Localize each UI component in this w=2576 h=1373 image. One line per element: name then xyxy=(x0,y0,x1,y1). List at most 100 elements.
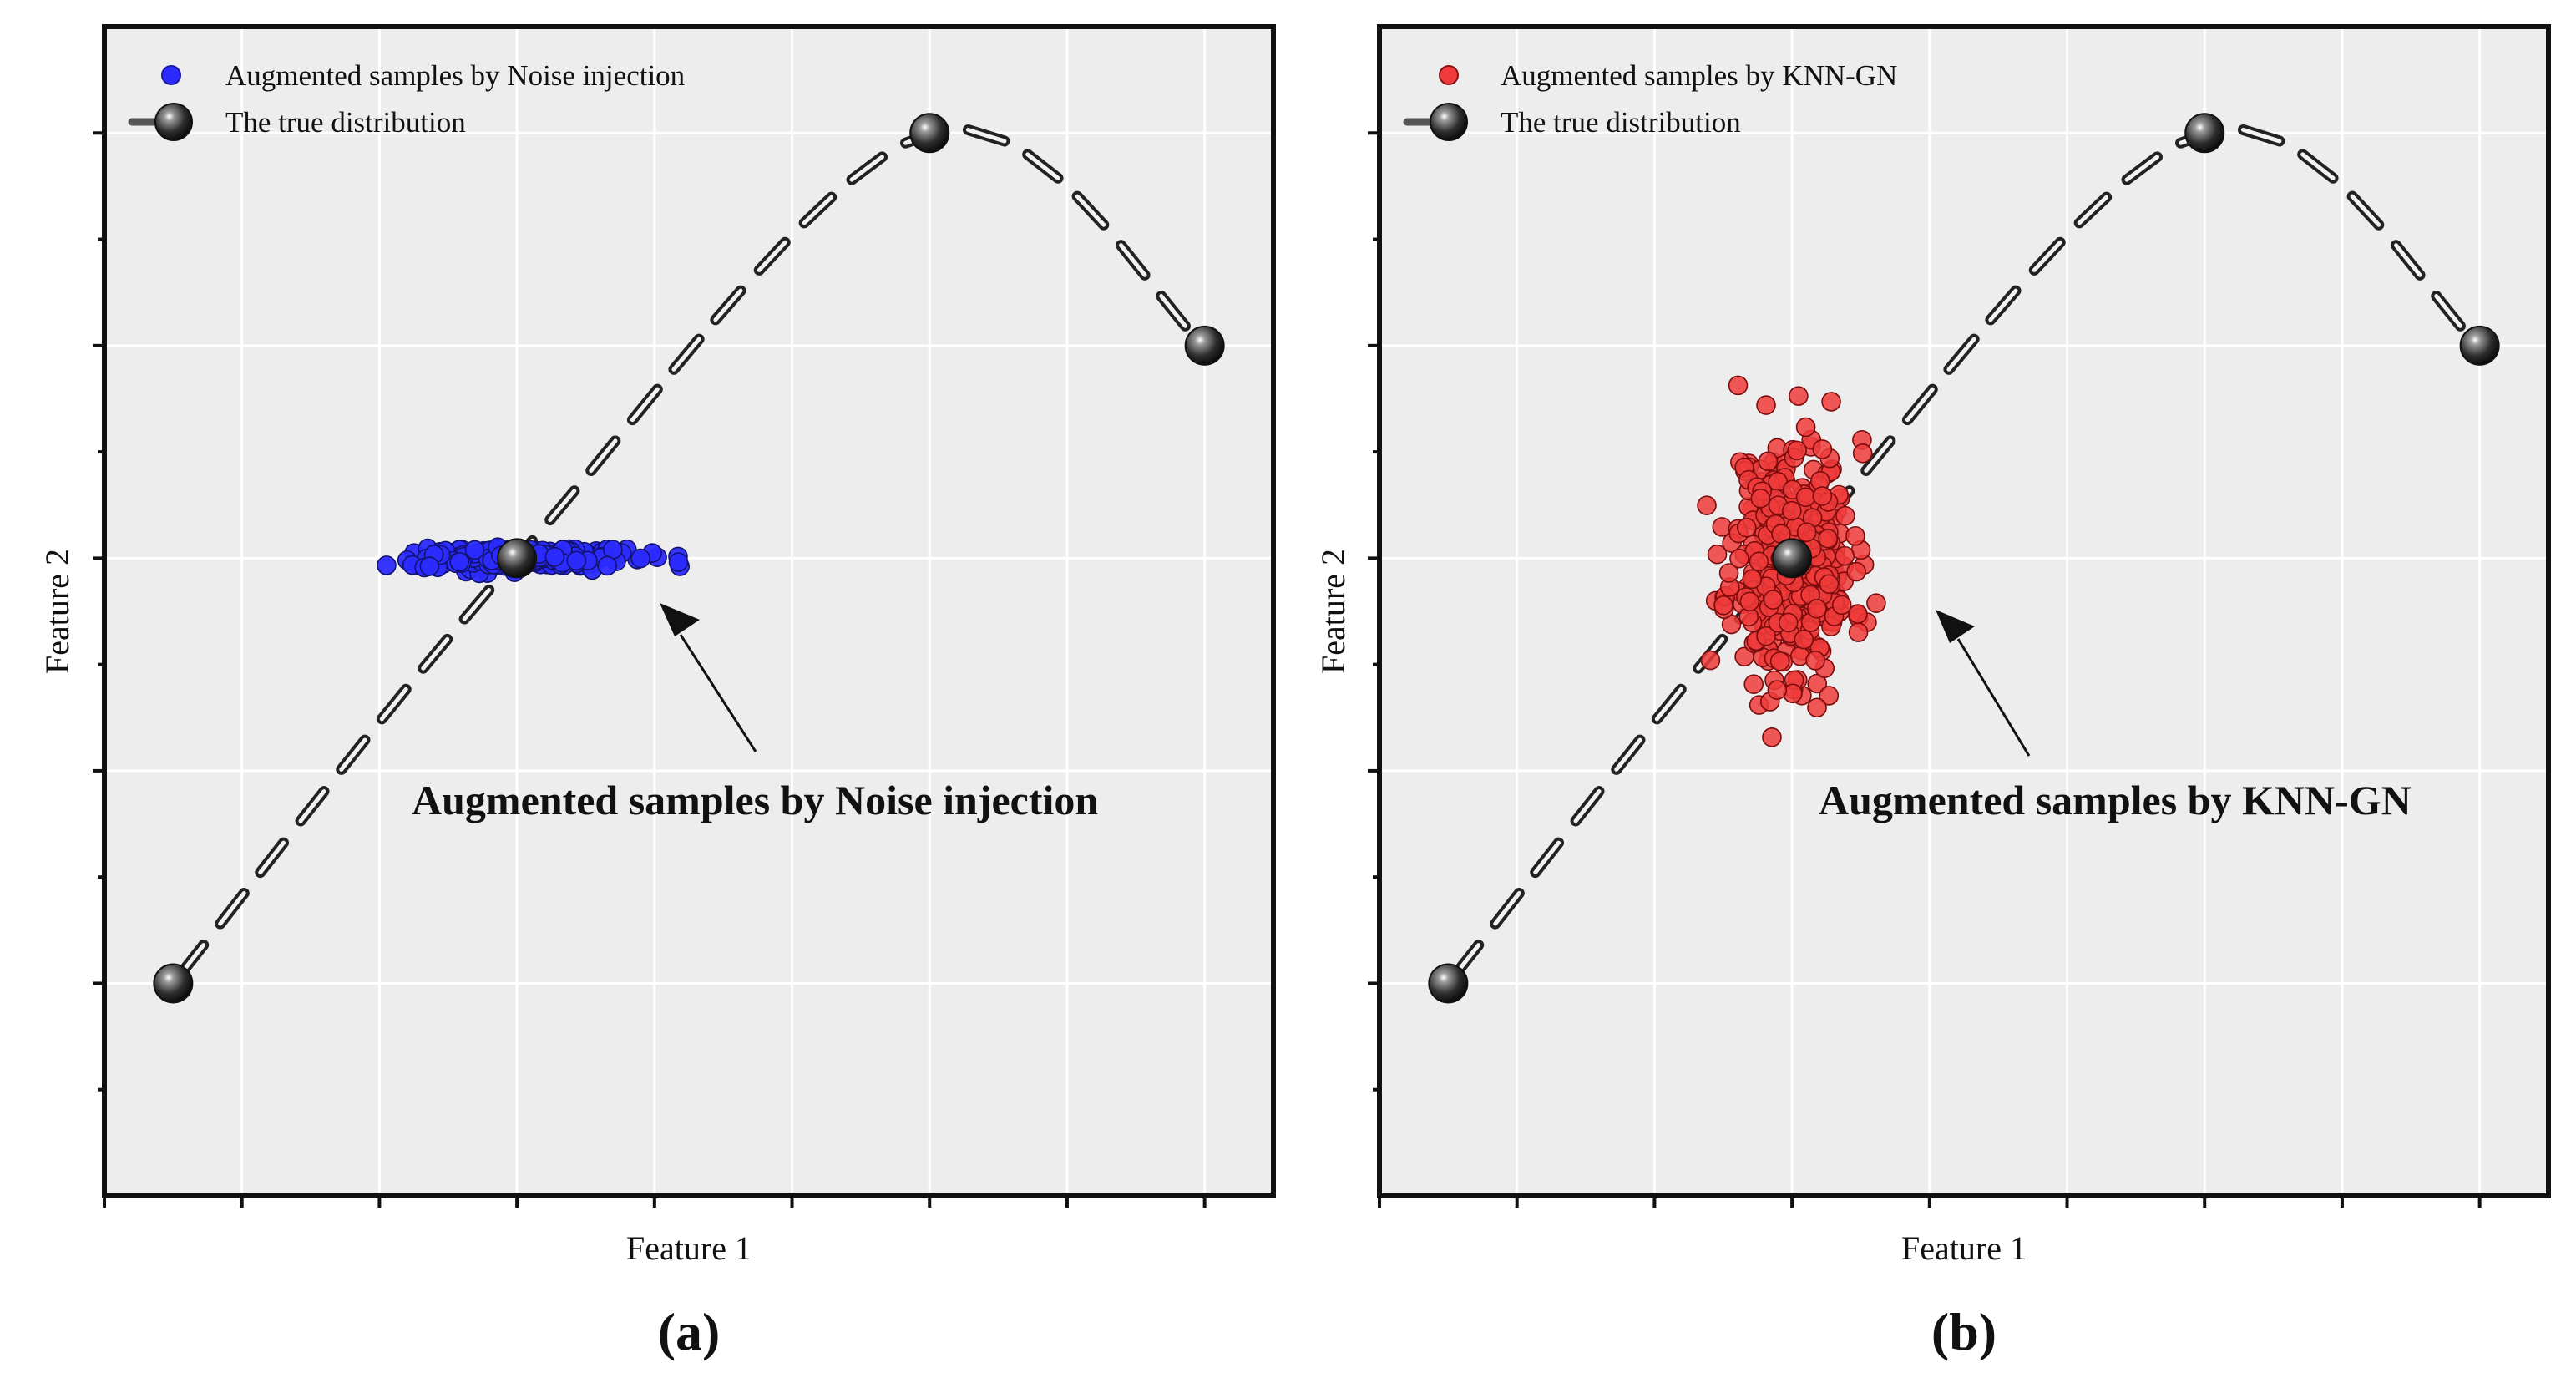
true-curve-dash xyxy=(1159,294,1187,328)
true-curve-dash xyxy=(1533,840,1561,875)
augmented-point xyxy=(1789,386,1809,406)
augmented-point xyxy=(1866,593,1886,613)
legend-b-ball-marker-icon xyxy=(1430,103,1468,141)
augmented-point xyxy=(464,540,485,560)
augmented-point xyxy=(1739,591,1760,612)
augmented-point xyxy=(1835,505,1855,526)
legend-b-augmented-label: Augmented samples by KNN-GN xyxy=(1501,59,1897,92)
true-curve-dash xyxy=(1573,789,1602,823)
augmented-point xyxy=(1697,495,1717,515)
augmented-point xyxy=(1729,548,1749,569)
panel-a-true-curve xyxy=(174,124,1191,981)
augmented-point xyxy=(1700,650,1721,671)
panel-a-annotation: Augmented samples by Noise injection xyxy=(412,603,1098,823)
true-curve-dash xyxy=(713,288,743,322)
true-curve-dash xyxy=(1025,152,1060,180)
augmented-point xyxy=(1707,544,1728,565)
panel-a: Augmented samples by Noise injection The… xyxy=(38,24,1276,1361)
true-curve-dash xyxy=(2300,152,2336,180)
panel-a-legend: Augmented samples by Noise injection The… xyxy=(128,59,685,141)
true-distribution-point xyxy=(1428,963,1469,1004)
annotation-a-arrowhead-icon xyxy=(660,603,700,636)
augmented-point xyxy=(1846,561,1866,582)
augmented-point xyxy=(1848,622,1869,642)
true-curve-dash xyxy=(2077,195,2109,225)
augmented-point xyxy=(1763,590,1784,610)
legend-a-ball-marker-icon xyxy=(154,103,193,141)
panel-b-true-markers xyxy=(1428,113,2500,1004)
true-curve-dash xyxy=(1654,686,1683,722)
panel-a-ticks xyxy=(93,131,1207,1208)
augmented-point xyxy=(1831,595,1852,616)
augmented-point xyxy=(1852,443,1873,464)
true-curve-dash xyxy=(965,128,1007,144)
true-curve-dash xyxy=(802,195,834,225)
augmented-point xyxy=(1787,440,1807,461)
legend-a-augmented-label: Augmented samples by Noise injection xyxy=(225,59,685,92)
augmented-point xyxy=(1812,439,1833,459)
panel-a-background xyxy=(102,24,1276,1198)
augmented-point xyxy=(1795,487,1816,508)
panel-b-xlabel: Feature 1 xyxy=(1901,1229,2027,1267)
true-curve-dash xyxy=(421,636,450,671)
annotation-b-arrow-line xyxy=(1956,638,2031,757)
true-curve-dash xyxy=(1075,194,1106,227)
augmented-point xyxy=(1718,563,1739,583)
panel-b-legend: Augmented samples by KNN-GN The true dis… xyxy=(1403,59,1897,141)
true-curve-dash xyxy=(462,588,492,621)
augmented-point xyxy=(1756,626,1776,646)
caption-b: (b) xyxy=(1931,1302,1997,1361)
augmented-point xyxy=(1818,528,1838,549)
true-curve-dash xyxy=(339,737,367,772)
true-distribution-point xyxy=(153,963,194,1004)
augmented-point xyxy=(1805,651,1825,671)
true-distribution-point xyxy=(1772,538,1813,579)
true-curve-dash xyxy=(1988,288,2018,322)
true-curve-dash xyxy=(379,686,408,722)
augmented-point xyxy=(1756,395,1776,415)
true-curve-dash xyxy=(1119,243,1147,277)
augmented-point xyxy=(1794,629,1814,650)
augmented-point xyxy=(1819,574,1840,595)
panel-a-grid xyxy=(107,29,1271,1193)
legend-blue-marker-icon xyxy=(161,65,181,85)
augmented-point xyxy=(1821,392,1841,412)
augmented-point xyxy=(1807,697,1827,718)
true-curve-dash xyxy=(218,890,246,926)
augmented-point xyxy=(1713,595,1733,616)
panel-a-true-markers xyxy=(153,113,1225,1004)
augmented-point xyxy=(566,550,587,571)
true-curve-dash xyxy=(757,240,787,272)
augmented-point xyxy=(630,548,650,569)
true-curve-dash xyxy=(2032,240,2062,272)
panel-b-ylabel: Feature 2 xyxy=(1314,549,1352,674)
augmented-point xyxy=(1819,686,1840,706)
augmented-point xyxy=(1812,486,1833,506)
panel-b-ticks xyxy=(1368,131,2482,1208)
augmented-point xyxy=(449,552,470,572)
augmented-point xyxy=(597,555,618,576)
augmented-point xyxy=(668,552,689,572)
augmented-point xyxy=(544,546,565,567)
annotation-b-text: Augmented samples by KNN-GN xyxy=(1819,777,2412,823)
augmented-point xyxy=(1734,646,1754,667)
augmented-point xyxy=(1743,674,1764,695)
true-distribution-point xyxy=(909,113,950,154)
caption-a: (a) xyxy=(658,1302,721,1361)
true-curve-dash xyxy=(2394,243,2422,277)
true-curve-dash xyxy=(2434,294,2462,328)
legend-b-true-label: The true distribution xyxy=(1501,106,1741,139)
true-curve-dash xyxy=(1905,387,1935,423)
true-curve-dash xyxy=(2350,194,2381,227)
true-curve-dash xyxy=(589,438,618,474)
augmented-point xyxy=(1762,727,1782,747)
augmented-point xyxy=(1796,522,1817,543)
annotation-a-arrow-line xyxy=(679,634,757,752)
augmented-point xyxy=(1769,651,1790,671)
annotation-b-arrowhead-icon xyxy=(1936,610,1975,643)
true-curve-dash xyxy=(298,789,326,823)
true-curve-dash xyxy=(2240,128,2282,144)
augmented-point xyxy=(419,556,440,576)
augmented-point xyxy=(1835,545,1855,566)
true-curve-dash xyxy=(1946,337,1976,372)
